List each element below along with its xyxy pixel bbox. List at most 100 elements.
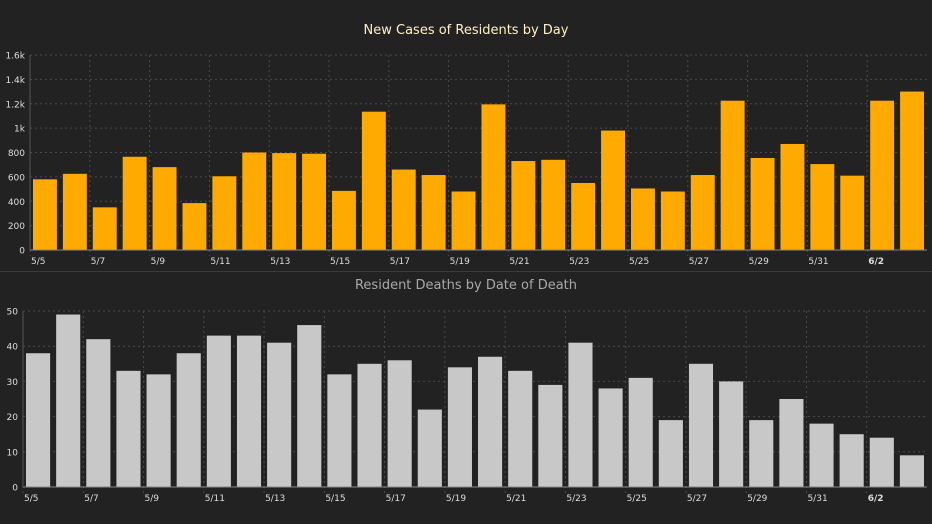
bar-5-5[interactable] [26,353,51,487]
y-tick-label: 40 [7,343,19,353]
bar-5-9[interactable] [152,167,177,250]
y-tick-label: 1.6k [5,52,25,62]
x-tick-label: 5/13 [265,494,285,504]
bar-6-1[interactable] [840,175,865,250]
x-tick-label: 5/25 [627,494,647,504]
bar-5-29[interactable] [750,157,775,250]
bar-5-27[interactable] [690,175,715,250]
bar-5-22[interactable] [541,159,566,250]
bar-5-8[interactable] [122,156,147,250]
x-tick-label: 5/17 [390,257,410,267]
x-tick-label: 5/29 [747,494,767,504]
bar-5-17[interactable] [391,169,416,250]
bar-5-17[interactable] [387,360,412,487]
bar-5-15[interactable] [327,374,352,487]
bar-5-31[interactable] [809,423,834,487]
bar-5-19[interactable] [451,191,476,251]
bar-5-11[interactable] [206,335,231,487]
bar-5-7[interactable] [92,207,117,250]
bar-5-10[interactable] [176,353,201,487]
bar-5-22[interactable] [538,384,563,487]
x-tick-label: 5/23 [569,257,589,267]
chart-title: Resident Deaths by Date of Death [355,278,577,293]
bar-5-8[interactable] [116,370,141,487]
bar-6-3[interactable] [900,91,925,250]
bar-5-23[interactable] [568,342,593,487]
x-tick-label: 5/17 [386,494,406,504]
x-tick-label: 5/9 [151,257,166,267]
bar-5-28[interactable] [719,381,744,487]
y-tick-label: 400 [8,198,25,208]
y-tick-label: 0 [19,247,25,257]
x-tick-label: 5/13 [270,257,290,267]
bar-5-13[interactable] [267,342,292,487]
y-tick-label: 10 [7,448,19,458]
bar-5-6[interactable] [56,314,81,487]
new-cases-chart: New Cases of Residents by Day 0 200 400 600… [5,23,927,267]
y-tick-label: 50 [7,308,19,318]
bar-5-6[interactable] [62,173,87,250]
bar-5-21[interactable] [508,370,533,487]
bar-5-16[interactable] [361,111,386,250]
x-tick-label: 6/2 [868,257,884,267]
x-tick-label: 5/21 [506,494,526,504]
bar-5-25[interactable] [630,188,655,250]
y-tick-label: 600 [8,173,25,183]
y-tick-label: 200 [8,222,25,232]
bar-5-9[interactable] [146,374,171,487]
bar-5-19[interactable] [447,367,472,487]
bar-5-24[interactable] [601,130,626,250]
x-tick-label: 6/2 [868,494,884,504]
bar-5-20[interactable] [481,104,506,250]
bar-5-11[interactable] [212,176,237,250]
bar-6-2[interactable] [870,100,895,250]
bar-5-26[interactable] [658,420,683,487]
bar-6-2[interactable] [869,437,894,487]
chart-title: New Cases of Residents by Day [364,23,569,38]
bar-5-31[interactable] [810,164,835,250]
bar-5-7[interactable] [86,339,111,487]
x-tick-label: 5/9 [145,494,160,504]
bar-5-26[interactable] [660,191,685,251]
chart-divider [0,271,932,272]
bar-5-15[interactable] [331,190,356,250]
bar-5-28[interactable] [720,100,745,250]
x-tick-label: 5/7 [91,257,105,267]
bar-5-25[interactable] [628,377,653,487]
bar-5-10[interactable] [182,203,207,250]
x-tick-label: 5/5 [24,494,38,504]
bar-5-29[interactable] [749,420,774,487]
y-tick-label: 0 [12,484,18,494]
resident-deaths-chart: Resident Deaths by Date of Death 0 10 20 30… [7,278,927,504]
bar-5-27[interactable] [688,363,714,487]
bar-5-5[interactable] [32,179,57,250]
bar-5-16[interactable] [357,363,382,487]
x-tick-label: 5/29 [749,257,769,267]
x-tick-label: 5/19 [446,494,466,504]
bar-5-20[interactable] [478,356,503,487]
bar-5-24[interactable] [598,388,623,487]
bar-5-21[interactable] [511,161,536,250]
bar-5-13[interactable] [272,153,297,250]
bar-5-30[interactable] [779,399,804,487]
bar-5-30[interactable] [780,143,805,250]
x-tick-label: 5/21 [509,257,529,267]
x-tick-label: 5/23 [566,494,586,504]
bar-5-18[interactable] [421,175,446,250]
y-tick-label: 1.4k [5,76,25,86]
x-tick-label: 5/19 [450,257,470,267]
bar-6-3[interactable] [899,455,924,487]
bar-5-23[interactable] [571,182,596,250]
bar-5-14[interactable] [302,153,327,250]
bar-5-14[interactable] [297,325,322,487]
y-tick-label: 20 [7,413,19,423]
y-tick-label: 800 [8,149,25,159]
bar-5-12[interactable] [236,335,262,487]
bar-5-12[interactable] [242,152,267,251]
x-tick-label: 5/27 [689,257,709,267]
x-tick-label: 5/11 [205,494,225,504]
bar-5-18[interactable] [417,409,442,487]
bar-6-1[interactable] [839,434,864,487]
x-tick-label: 5/27 [687,494,707,504]
